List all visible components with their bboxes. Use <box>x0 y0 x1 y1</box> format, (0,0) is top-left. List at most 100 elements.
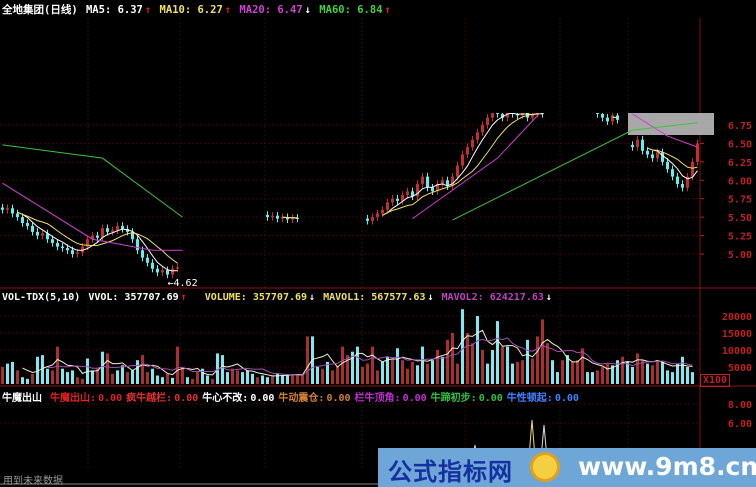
volume-tick-label: 15000 <box>722 329 752 340</box>
volume-bar <box>211 378 214 384</box>
volume-bar <box>121 365 124 384</box>
candle-body <box>396 198 399 201</box>
volume-bar <box>61 368 64 384</box>
volume-bar <box>456 363 459 384</box>
volume-bar <box>216 353 219 384</box>
volume-bar <box>76 377 79 384</box>
candle-body <box>131 231 134 240</box>
candle-body <box>451 176 454 187</box>
volume-bar <box>26 378 29 384</box>
volume-bar <box>421 346 424 384</box>
volume-bar <box>366 363 369 384</box>
volume-bar <box>466 333 469 384</box>
candle-body <box>141 250 144 258</box>
candle-body <box>116 225 119 231</box>
highlight-box <box>628 113 714 135</box>
candle-body <box>391 198 394 203</box>
candle-body <box>41 233 44 236</box>
volume-bar <box>146 372 149 384</box>
stock-title: 全地集团(日线) <box>2 4 78 16</box>
volume-bar <box>36 356 39 384</box>
candle-body <box>656 152 659 159</box>
volume-bar <box>386 356 389 384</box>
candle-body <box>446 180 449 187</box>
volume-bar <box>231 368 234 384</box>
volume-bar <box>316 367 319 384</box>
price-legend: 全地集团(日线) MA5: 6.37 ↑ MA10: 6.27 ↑ MA20: 6.… <box>2 2 393 17</box>
volume-bar <box>266 377 269 384</box>
candle-body <box>51 239 54 243</box>
ma10-line <box>282 216 298 219</box>
candle-body <box>71 250 74 254</box>
volume-bar <box>641 360 644 384</box>
candle-body <box>166 270 169 275</box>
price-tick-label: 6.00 <box>728 176 752 187</box>
volume-bar <box>656 360 659 384</box>
volume-bar <box>1 367 4 384</box>
mavol2-label: MAVOL2: 624217.63 <box>441 292 544 303</box>
indicator-item-value: 0.00 <box>326 393 351 404</box>
volume-bar <box>646 363 649 384</box>
low-price-label: ←4.62 <box>168 278 198 289</box>
candle-body <box>151 262 154 269</box>
volume-bar <box>636 353 639 384</box>
ma10-line <box>647 147 698 169</box>
indicator-item-label: 栏牛顶角: <box>354 393 401 404</box>
ma10-arrow-icon: ↑ <box>224 4 232 16</box>
volume-tick-label: 5000 <box>728 363 752 374</box>
candle-body <box>126 228 129 232</box>
volume-bar <box>651 365 654 384</box>
future-data-note: 用到未来数据 <box>3 476 63 487</box>
volume-bar <box>381 361 384 384</box>
volume-bar <box>481 350 484 384</box>
volume-bar <box>591 372 594 384</box>
candle-body <box>456 165 459 177</box>
volume-bar <box>336 367 339 384</box>
candle-body <box>531 113 534 118</box>
volume-bar <box>576 360 579 384</box>
volume-bar <box>66 372 69 384</box>
volume-bar <box>161 377 164 384</box>
volume-bar <box>81 378 84 384</box>
volume-bar <box>661 361 664 384</box>
candle-body <box>101 228 104 238</box>
volume-bar <box>471 343 474 384</box>
candle-body <box>501 113 504 118</box>
volume-bar <box>136 360 139 384</box>
volume-bar <box>341 346 344 384</box>
indicator-item-value: 0.00 <box>174 393 199 404</box>
candle-body <box>21 217 24 224</box>
candle-body <box>86 239 89 247</box>
volume-bar <box>416 365 419 384</box>
volume-bar <box>476 316 479 384</box>
ma10-line <box>612 116 618 119</box>
volume-bar <box>581 348 584 384</box>
indicator-item-value: 0.00 <box>250 393 275 404</box>
volume-bar <box>141 355 144 384</box>
candle-body <box>366 218 369 221</box>
candle-body <box>666 161 669 170</box>
volume-bar <box>246 370 249 384</box>
price-tick-label: 5.50 <box>728 213 752 224</box>
volume-bar <box>276 373 279 384</box>
volume-bar <box>686 367 689 384</box>
indicator-tick-label: 6.00 <box>728 419 752 430</box>
indicator-item-value: 0.00 <box>402 393 427 404</box>
ma10-line <box>382 113 543 216</box>
volume-bar <box>31 373 34 384</box>
candle-body <box>631 144 634 148</box>
ma5-arrow-icon: ↑ <box>144 4 152 16</box>
candle-body <box>411 191 414 197</box>
candle-body <box>641 139 644 151</box>
candle-body <box>171 268 174 275</box>
volume-bar <box>281 375 284 384</box>
candle-body <box>436 183 439 192</box>
volume-bar <box>131 370 134 384</box>
volume-indicator-name: VOL-TDX(5,10) <box>2 292 81 303</box>
volume-bar <box>621 356 624 384</box>
volume-bar <box>391 358 394 384</box>
candle-body <box>671 169 674 177</box>
candle-body <box>26 223 29 226</box>
price-tick-label: 5.75 <box>728 195 752 206</box>
